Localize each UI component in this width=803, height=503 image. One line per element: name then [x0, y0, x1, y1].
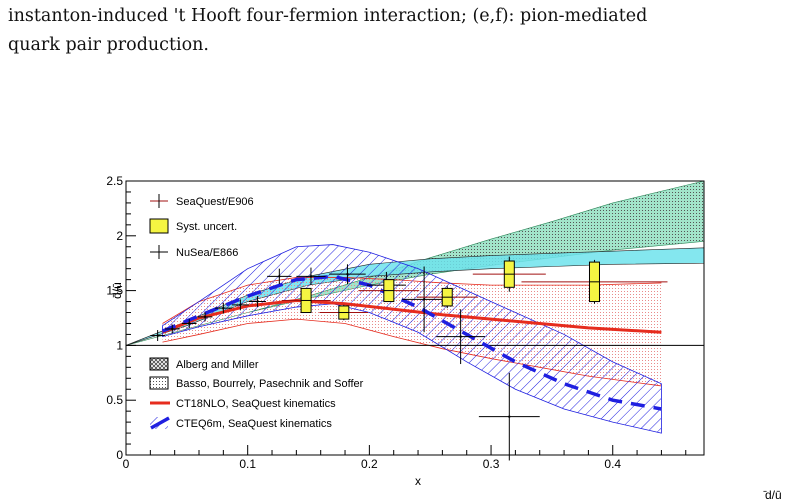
nusea-marker — [156, 334, 159, 337]
x-tick-label: 0.3 — [483, 457, 500, 471]
legend-basso-swatch — [149, 376, 169, 390]
nusea-marker — [203, 315, 207, 319]
legend-alberg-swatch — [149, 357, 169, 371]
seaquest-point — [358, 279, 420, 303]
x-tick-label: 0.2 — [361, 457, 378, 471]
nusea-marker — [278, 275, 281, 278]
legend-entry-cteq6m: CTEQ6m, SeaQuest kinematics — [150, 416, 332, 430]
seaquest-point — [281, 287, 331, 314]
nusea-marker — [346, 272, 349, 276]
nusea-marker — [239, 303, 242, 307]
nusea-point — [402, 266, 447, 333]
caption-line-2: quark pair production. — [8, 35, 209, 55]
legend-label-seaquest: SeaQuest/E906 — [176, 196, 254, 208]
legend-entry-nusea: NuSea/E866 — [150, 245, 238, 259]
nusea-point — [436, 309, 485, 365]
legend-entry-syst: Syst. uncert. — [149, 218, 237, 234]
seaquest-point — [319, 304, 369, 321]
legend-label-nusea: NuSea/E866 — [176, 247, 238, 259]
nusea-point — [197, 312, 213, 322]
nusea-marker — [171, 327, 174, 331]
nusea-marker — [222, 306, 225, 310]
nusea-marker — [188, 322, 191, 325]
y-tick-label: 0.5 — [106, 393, 123, 407]
plot-frame — [125, 180, 705, 456]
legend-entry-alberg: Alberg and Miller — [149, 357, 259, 371]
legend-entry-ct18: CT18NLO, SeaQuest kinematics — [150, 398, 336, 410]
nusea-point — [231, 299, 249, 311]
y-tick-label: 2.5 — [106, 174, 123, 188]
x-tick-label: 0 — [123, 457, 130, 471]
nusea-point — [296, 267, 326, 286]
nusea-point — [478, 372, 540, 461]
legend-cteq6m-swatch — [150, 416, 170, 430]
figure-caption: instanton-induced 't Hooft four-fermion … — [8, 2, 798, 60]
nusea-marker — [459, 335, 462, 338]
y-tick-label: 1 — [116, 338, 123, 352]
nusea-marker — [508, 415, 511, 418]
y-tick-label: 2 — [116, 229, 123, 243]
nusea-point — [329, 264, 366, 285]
ct18nlo-line — [161, 298, 662, 334]
cteq6m-band — [162, 244, 662, 434]
nusea-point — [150, 330, 165, 342]
seaquest-point — [416, 286, 478, 309]
legend-label-alberg: Alberg and Miller — [176, 359, 259, 371]
nusea-point — [267, 268, 292, 285]
y-axis-label: d̄/ū — [110, 282, 124, 299]
legend-entry-seaquest: SeaQuest/E906 — [150, 194, 254, 208]
legend-entry-basso: Basso, Bourrely, Pasechnik and Soffer — [149, 376, 364, 390]
nusea-point — [164, 324, 180, 334]
y-tick-label: 0 — [116, 448, 123, 462]
legend-label-syst: Syst. uncert. — [176, 221, 237, 233]
nusea-point — [181, 319, 197, 328]
cteq6m-line — [161, 274, 662, 411]
x-axis-label: x — [415, 474, 421, 488]
seaquest-point — [521, 259, 668, 304]
legend-label-cteq6m: CTEQ6m, SeaQuest kinematics — [176, 418, 332, 430]
nusea-marker — [309, 275, 313, 278]
x-tick-label: 0.1 — [239, 457, 256, 471]
nusea-marker — [256, 300, 259, 303]
nusea-marker — [422, 298, 426, 301]
page-corner-text: ̄d/ū — [763, 488, 782, 502]
caption-line-1: instanton-induced 't Hooft four-fermion … — [8, 6, 648, 26]
y-tick-label: 1.5 — [106, 284, 123, 298]
legend-label-basso: Basso, Bourrely, Pasechnik and Soffer — [176, 378, 364, 390]
legend-syst-box — [149, 218, 169, 234]
legend-label-ct18: CT18NLO, SeaQuest kinematics — [176, 398, 336, 410]
seaquest-point — [472, 256, 546, 292]
nusea-point — [214, 302, 232, 314]
x-tick-label: 0.4 — [604, 457, 621, 471]
nusea-point — [248, 296, 266, 308]
